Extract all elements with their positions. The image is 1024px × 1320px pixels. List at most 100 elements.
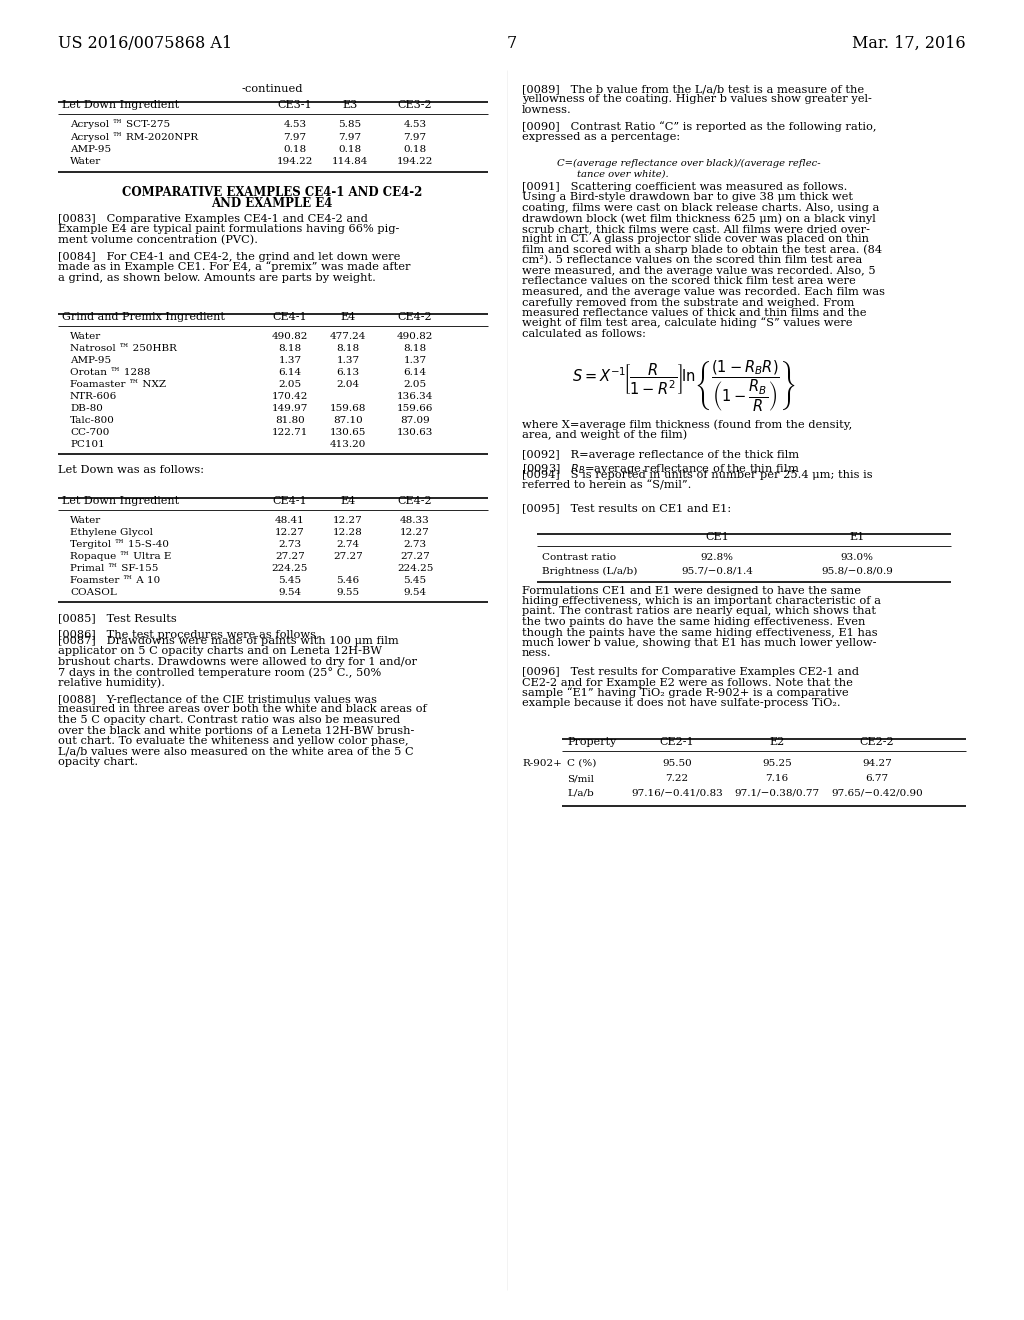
Text: COASOL: COASOL xyxy=(70,587,117,597)
Text: [0094]   S is reported in units of number per 25.4 μm; this is: [0094] S is reported in units of number … xyxy=(522,470,872,479)
Text: CE3-1: CE3-1 xyxy=(278,100,312,110)
Text: 6.14: 6.14 xyxy=(403,368,427,378)
Text: US 2016/0075868 A1: US 2016/0075868 A1 xyxy=(58,36,232,51)
Text: the two paints do have the same hiding effectiveness. Even: the two paints do have the same hiding e… xyxy=(522,616,865,627)
Text: E4: E4 xyxy=(340,496,355,506)
Text: 130.65: 130.65 xyxy=(330,428,367,437)
Text: measured, and the average value was recorded. Each film was: measured, and the average value was reco… xyxy=(522,286,885,297)
Text: 92.8%: 92.8% xyxy=(700,553,733,562)
Text: 9.54: 9.54 xyxy=(403,587,427,597)
Text: Orotan ™ 1288: Orotan ™ 1288 xyxy=(70,368,151,378)
Text: measured reflectance values of thick and thin films and the: measured reflectance values of thick and… xyxy=(522,308,866,318)
Text: Contrast ratio: Contrast ratio xyxy=(542,553,616,562)
Text: 194.22: 194.22 xyxy=(397,157,433,166)
Text: S/mil: S/mil xyxy=(567,774,594,783)
Text: measured in three areas over both the white and black areas of: measured in three areas over both the wh… xyxy=(58,705,427,714)
Text: Water: Water xyxy=(70,157,101,166)
Text: Primal ™ SF-155: Primal ™ SF-155 xyxy=(70,564,159,573)
Text: reflectance values on the scored thick film test area were: reflectance values on the scored thick f… xyxy=(522,276,856,286)
Text: the 5 C opacity chart. Contrast ratio was also be measured: the 5 C opacity chart. Contrast ratio wa… xyxy=(58,715,400,725)
Text: 1.37: 1.37 xyxy=(337,356,359,366)
Text: 2.04: 2.04 xyxy=(337,380,359,389)
Text: though the paints have the same hiding effectiveness, E1 has: though the paints have the same hiding e… xyxy=(522,627,878,638)
Text: Let Down Ingredient: Let Down Ingredient xyxy=(62,496,179,506)
Text: [0086]   The test procedures were as follows.: [0086] The test procedures were as follo… xyxy=(58,630,319,640)
Text: scrub chart, thick films were cast. All films were dried over-: scrub chart, thick films were cast. All … xyxy=(522,224,870,234)
Text: 9.55: 9.55 xyxy=(337,587,359,597)
Text: 8.18: 8.18 xyxy=(279,345,301,352)
Text: Brightness (L/a/b): Brightness (L/a/b) xyxy=(542,566,637,576)
Text: CE2-2 and for Example E2 were as follows. Note that the: CE2-2 and for Example E2 were as follows… xyxy=(522,677,853,688)
Text: CE2-1: CE2-1 xyxy=(659,737,694,747)
Text: 136.34: 136.34 xyxy=(397,392,433,401)
Text: 81.80: 81.80 xyxy=(275,416,305,425)
Text: 9.54: 9.54 xyxy=(279,587,301,597)
Text: AMP-95: AMP-95 xyxy=(70,145,112,154)
Text: Foamaster ™ NXZ: Foamaster ™ NXZ xyxy=(70,380,166,389)
Text: 114.84: 114.84 xyxy=(332,157,369,166)
Text: 2.74: 2.74 xyxy=(337,540,359,549)
Text: 7: 7 xyxy=(507,36,517,51)
Text: E2: E2 xyxy=(769,737,784,747)
Text: 7.97: 7.97 xyxy=(284,132,306,141)
Text: COMPARATIVE EXAMPLES CE4-1 AND CE4-2: COMPARATIVE EXAMPLES CE4-1 AND CE4-2 xyxy=(122,186,422,199)
Text: Let Down was as follows:: Let Down was as follows: xyxy=(58,465,204,475)
Text: 159.66: 159.66 xyxy=(397,404,433,413)
Text: C (%): C (%) xyxy=(567,759,596,768)
Text: 130.63: 130.63 xyxy=(397,428,433,437)
Text: AND EXAMPLE E4: AND EXAMPLE E4 xyxy=(211,197,333,210)
Text: carefully removed from the substrate and weighed. From: carefully removed from the substrate and… xyxy=(522,297,854,308)
Text: 7.22: 7.22 xyxy=(666,774,688,783)
Text: Example E4 are typical paint formulations having 66% pig-: Example E4 are typical paint formulation… xyxy=(58,224,399,235)
Text: 0.18: 0.18 xyxy=(284,145,306,154)
Text: 48.33: 48.33 xyxy=(400,516,430,525)
Text: 149.97: 149.97 xyxy=(271,404,308,413)
Text: 2.05: 2.05 xyxy=(279,380,301,389)
Text: [0083]   Comparative Examples CE4-1 and CE4-2 and: [0083] Comparative Examples CE4-1 and CE… xyxy=(58,214,368,224)
Text: 7.16: 7.16 xyxy=(765,774,788,783)
Text: 122.71: 122.71 xyxy=(271,428,308,437)
Text: Formulations CE1 and E1 were designed to have the same: Formulations CE1 and E1 were designed to… xyxy=(522,586,861,595)
Text: 6.77: 6.77 xyxy=(865,774,889,783)
Text: weight of film test area, calculate hiding “S” values were: weight of film test area, calculate hidi… xyxy=(522,318,853,329)
Text: 490.82: 490.82 xyxy=(397,333,433,341)
Text: drawdown block (wet film thickness 625 μm) on a black vinyl: drawdown block (wet film thickness 625 μ… xyxy=(522,213,876,223)
Text: CE4-2: CE4-2 xyxy=(397,312,432,322)
Text: 87.10: 87.10 xyxy=(333,416,362,425)
Text: 94.27: 94.27 xyxy=(862,759,892,768)
Text: Foamster ™ A 10: Foamster ™ A 10 xyxy=(70,576,160,585)
Text: 27.27: 27.27 xyxy=(400,552,430,561)
Text: Tergitol ™ 15-S-40: Tergitol ™ 15-S-40 xyxy=(70,540,169,549)
Text: 95.8/−0.8/0.9: 95.8/−0.8/0.9 xyxy=(821,566,893,576)
Text: [0091]   Scattering coefficient was measured as follows.: [0091] Scattering coefficient was measur… xyxy=(522,182,848,191)
Text: 4.53: 4.53 xyxy=(284,120,306,129)
Text: 224.25: 224.25 xyxy=(271,564,308,573)
Text: CC-700: CC-700 xyxy=(70,428,110,437)
Text: yellowness of the coating. Higher b values show greater yel-: yellowness of the coating. Higher b valu… xyxy=(522,95,871,104)
Text: Water: Water xyxy=(70,333,101,341)
Text: Using a Bird-style drawdown bar to give 38 μm thick wet: Using a Bird-style drawdown bar to give … xyxy=(522,193,853,202)
Text: 48.41: 48.41 xyxy=(275,516,305,525)
Text: [0089]   The b value from the L/a/b test is a measure of the: [0089] The b value from the L/a/b test i… xyxy=(522,84,864,94)
Text: 1.37: 1.37 xyxy=(403,356,427,366)
Text: C=(average reflectance over black)/(average reflec-: C=(average reflectance over black)/(aver… xyxy=(557,158,820,168)
Text: film and scored with a sharp blade to obtain the test area. (84: film and scored with a sharp blade to ob… xyxy=(522,244,882,255)
Text: 159.68: 159.68 xyxy=(330,404,367,413)
Text: 12.27: 12.27 xyxy=(275,528,305,537)
Text: cm²). 5 reflectance values on the scored thin film test area: cm²). 5 reflectance values on the scored… xyxy=(522,255,862,265)
Text: 2.05: 2.05 xyxy=(403,380,427,389)
Text: much lower b value, showing that E1 has much lower yellow-: much lower b value, showing that E1 has … xyxy=(522,638,877,648)
Text: 5.45: 5.45 xyxy=(403,576,427,585)
Text: 95.50: 95.50 xyxy=(663,759,692,768)
Text: 97.1/−0.38/0.77: 97.1/−0.38/0.77 xyxy=(734,789,819,799)
Text: 97.16/−0.41/0.83: 97.16/−0.41/0.83 xyxy=(631,789,723,799)
Text: AMP-95: AMP-95 xyxy=(70,356,112,366)
Text: 6.14: 6.14 xyxy=(279,368,301,378)
Text: referred to herein as “S/mil”.: referred to herein as “S/mil”. xyxy=(522,479,691,490)
Text: 0.18: 0.18 xyxy=(403,145,427,154)
Text: hiding effectiveness, which is an important characteristic of a: hiding effectiveness, which is an import… xyxy=(522,597,881,606)
Text: 87.09: 87.09 xyxy=(400,416,430,425)
Text: Let Down Ingredient: Let Down Ingredient xyxy=(62,100,179,110)
Text: [0087]   Drawdowns were made of paints with 100 μm film: [0087] Drawdowns were made of paints wit… xyxy=(58,636,398,645)
Text: Talc-800: Talc-800 xyxy=(70,416,115,425)
